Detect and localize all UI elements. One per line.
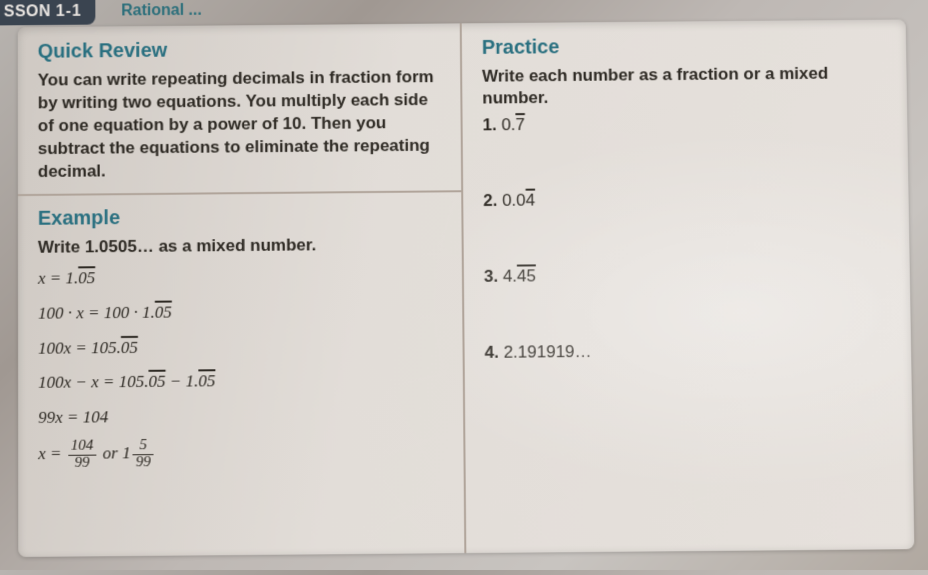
problem-3-num: 3. <box>484 267 498 286</box>
left-column: Quick Review You can write repeating dec… <box>18 23 467 557</box>
step-4-ovl1: 05 <box>149 372 166 391</box>
step-4-mid: − 1. <box>166 372 199 391</box>
chapter-title-partial: Rational ... <box>121 0 216 24</box>
step-2-ovl: 05 <box>155 302 172 321</box>
problem-1-ovl: 7 <box>515 115 525 134</box>
problem-4-num: 4. <box>485 343 499 362</box>
problem-1-num: 1. <box>482 116 496 135</box>
problem-3: 3. 4.45 <box>484 263 890 287</box>
step-6-pre: x = <box>38 444 66 463</box>
problem-3-pre: 4. <box>498 267 517 286</box>
step-3: 100x = 105.05 <box>38 331 443 363</box>
problem-1-pre: 0. <box>497 115 516 134</box>
problem-4-val: 2.191919… <box>499 342 592 362</box>
frac1-num: 104 <box>68 439 97 456</box>
problem-2-ovl: 4 <box>526 191 536 210</box>
problem-2-pre: 0.0 <box>497 191 525 210</box>
quick-review-heading: Quick Review <box>38 37 440 63</box>
problem-2: 2. 0.04 <box>483 188 889 211</box>
lesson-number: 1-1 <box>56 3 82 20</box>
frac1-den: 99 <box>68 456 97 472</box>
step-3-pre: 100x = 105. <box>38 338 121 358</box>
lesson-label-partial: SSON <box>4 3 51 20</box>
right-column: Practice Write each number as a fraction… <box>462 20 915 554</box>
practice-prompt: Write each number as a fraction or a mix… <box>482 62 887 109</box>
divider-rule <box>18 190 461 196</box>
problem-4: 4. 2.191919… <box>485 339 892 363</box>
step-3-ovl: 05 <box>121 337 138 356</box>
practice-heading: Practice <box>482 34 887 60</box>
step-5-text: 99x = 104 <box>38 408 108 428</box>
problem-1: 1. 0.7 <box>482 112 887 135</box>
quick-review-text: You can write repeating decimals in frac… <box>38 66 441 183</box>
step-6: x = 10499 or 1599 <box>38 436 443 472</box>
example-prompt: Write 1.0505… as a mixed number. <box>38 233 442 259</box>
step-1: x = 1.05 <box>38 261 442 293</box>
frac2-num: 5 <box>133 438 154 455</box>
frac2-den: 99 <box>133 455 154 471</box>
fraction-5-99: 599 <box>133 438 154 471</box>
step-5: 99x = 104 <box>38 401 443 434</box>
lesson-tab: SSON 1-1 <box>0 0 96 25</box>
step-1-pre: x = 1. <box>38 268 78 287</box>
step-4-pre: 100x − x = 105. <box>38 372 149 392</box>
example-steps: x = 1.05 100 · x = 100 · 1.05 100x = 105… <box>38 261 444 472</box>
step-2-pre: 100 · x = 100 · 1. <box>38 302 155 322</box>
step-4-ovl2: 05 <box>198 372 215 391</box>
problem-3-ovl: 45 <box>517 267 536 286</box>
example-heading: Example <box>38 204 442 230</box>
step-1-ovl: 05 <box>78 268 95 287</box>
fraction-104-99: 10499 <box>68 439 97 472</box>
step-6-mid: or 1 <box>98 444 130 463</box>
page-content: Quick Review You can write repeating dec… <box>18 20 915 557</box>
step-4: 100x − x = 105.05 − 1.05 <box>38 366 443 399</box>
problem-2-num: 2. <box>483 191 497 210</box>
step-2: 100 · x = 100 · 1.05 <box>38 296 442 328</box>
